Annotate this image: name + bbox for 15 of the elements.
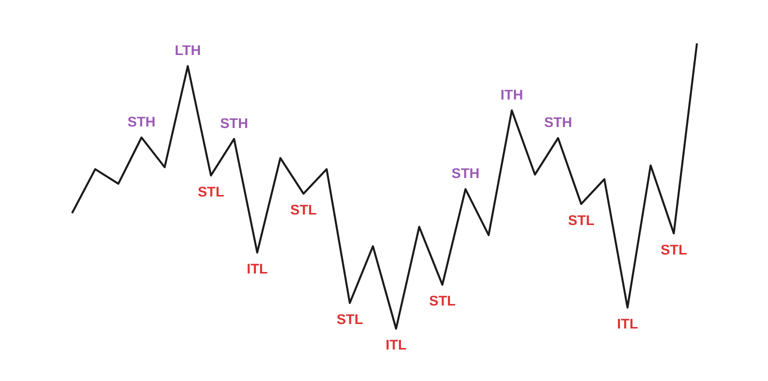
annotation: STL bbox=[290, 202, 318, 218]
annotation: STH bbox=[544, 114, 572, 130]
annotation: STL bbox=[660, 241, 688, 258]
annotation: STL bbox=[429, 292, 456, 309]
annotation: ITL bbox=[617, 316, 638, 332]
annotation: ITH bbox=[500, 86, 524, 102]
annotation: STH bbox=[452, 165, 480, 182]
annotation: STH bbox=[220, 114, 248, 131]
annotation: ITL bbox=[246, 260, 268, 276]
annotation: STL bbox=[568, 212, 595, 228]
annotation: LTH bbox=[174, 42, 201, 58]
annotation: STH bbox=[128, 114, 156, 130]
annotation: STL bbox=[336, 311, 364, 328]
annotation: STL bbox=[198, 183, 225, 200]
annotation: ITL bbox=[386, 336, 408, 353]
